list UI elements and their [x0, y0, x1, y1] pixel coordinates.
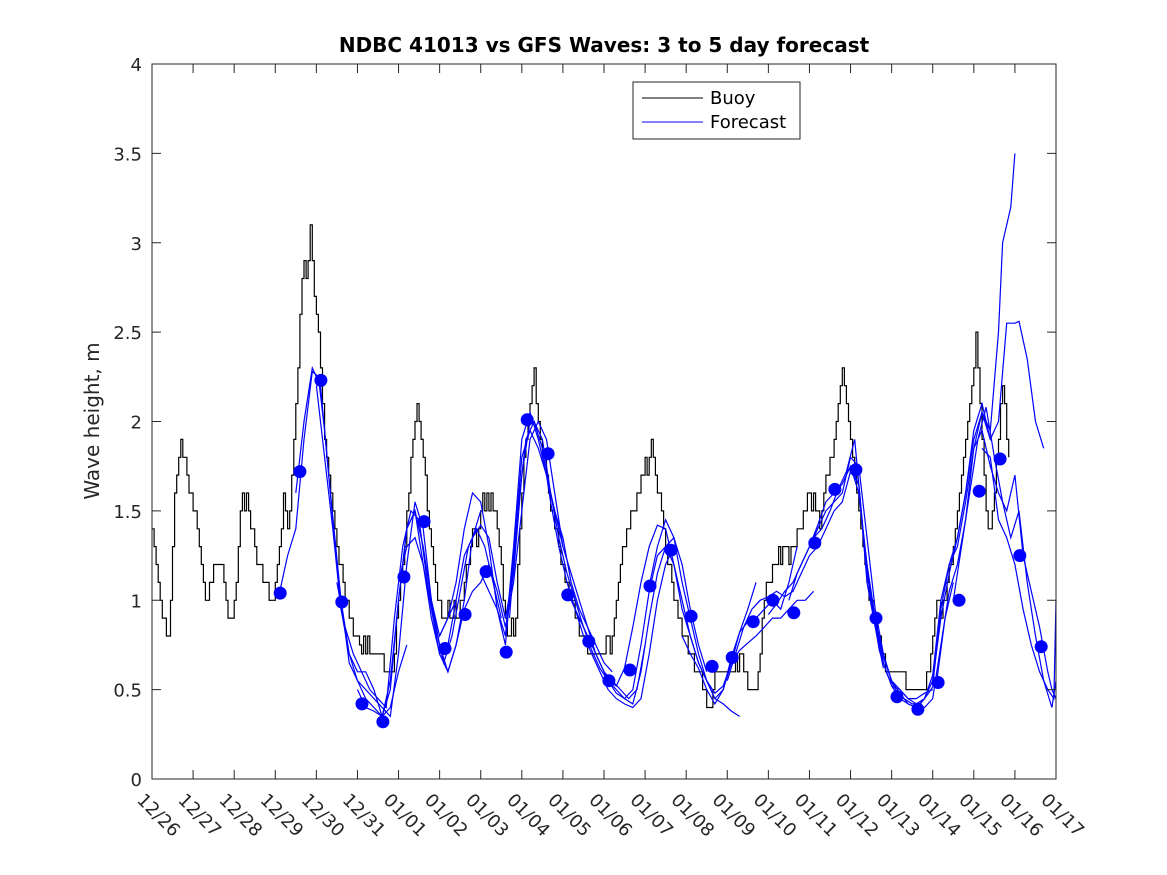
forecast-marker: [273, 586, 287, 600]
forecast-run-line: [681, 590, 815, 706]
y-tick-label: 2: [131, 413, 142, 434]
forecast-marker: [499, 645, 513, 659]
forecast-marker: [602, 674, 616, 688]
forecast-marker: [911, 702, 925, 716]
forecast-run-line: [508, 419, 675, 709]
forecast-marker: [849, 463, 863, 477]
forecast-marker: [376, 715, 390, 729]
forecast-marker: [664, 543, 678, 557]
forecast-marker: [520, 413, 534, 427]
chart-title: NDBC 41013 vs GFS Waves: 3 to 5 day fore…: [339, 33, 870, 57]
forecast-marker: [952, 593, 966, 607]
legend-buoy-label: Buoy: [710, 88, 756, 109]
legend-box: [632, 81, 801, 140]
forecast-marker: [314, 373, 328, 387]
forecast-marker: [541, 447, 555, 461]
forecast-marker: [890, 690, 904, 704]
forecast-marker: [828, 482, 842, 496]
forecast-marker: [766, 593, 780, 607]
forecast-marker: [623, 663, 637, 677]
forecast-markers: [273, 373, 1048, 729]
forecast-marker: [479, 565, 493, 579]
forecast-run-line: [981, 447, 1057, 701]
forecast-marker: [355, 697, 369, 711]
forecast-marker: [643, 579, 657, 593]
y-axis-ticks: 0 0.5 1 1.5 2 2.5 3 3.5 4: [113, 55, 1056, 791]
forecast-marker: [972, 484, 986, 498]
y-tick-label: 2.5: [113, 323, 142, 344]
y-axis-label: Wave height, m: [80, 342, 104, 499]
forecast-marker: [582, 634, 596, 648]
forecast-marker: [397, 570, 411, 584]
y-tick-label: 0.5: [113, 681, 142, 702]
forecast-run-line: [533, 421, 708, 705]
y-tick-label: 3: [131, 234, 142, 255]
y-tick-label: 1: [131, 591, 142, 612]
forecast-run-line: [480, 428, 646, 700]
forecast-marker: [684, 609, 698, 623]
forecast-marker: [993, 452, 1007, 466]
forecast-marker: [417, 515, 431, 529]
forecast-marker: [438, 642, 452, 655]
forecast-marker: [458, 608, 472, 621]
forecast-run-line: [952, 407, 1057, 708]
forecast-marker: [787, 606, 801, 620]
forecast-marker: [746, 615, 760, 629]
plot-area: [152, 64, 1056, 779]
y-tick-label: 0: [131, 770, 142, 791]
forecast-marker: [808, 536, 822, 550]
forecast-marker: [705, 659, 719, 673]
legend-forecast-label: Forecast: [710, 112, 786, 133]
y-tick-label: 1.5: [113, 502, 142, 523]
forecast-marker: [1034, 640, 1048, 654]
forecast-marker: [561, 588, 575, 602]
forecast-marker: [1013, 549, 1027, 563]
forecast-run-line: [891, 153, 1016, 705]
y-tick-label: 3.5: [113, 144, 142, 165]
legend: Buoy Forecast: [632, 81, 801, 140]
y-tick-label: 4: [131, 55, 142, 76]
forecast-marker: [335, 595, 349, 609]
forecast-marker: [293, 465, 307, 479]
forecast-marker: [725, 651, 739, 664]
forecast-marker: [931, 676, 945, 689]
forecast-marker: [869, 611, 883, 625]
